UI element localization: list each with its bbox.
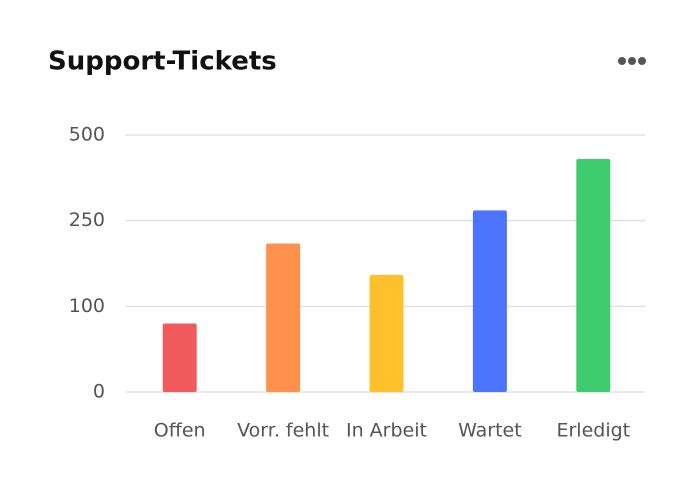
y-tick-label: 500 <box>69 124 105 146</box>
bar <box>576 158 611 392</box>
x-tick-label: In Arbeit <box>346 420 427 442</box>
bar <box>369 274 404 392</box>
x-tick-label: Offen <box>154 420 206 442</box>
x-tick-label: Erledigt <box>556 420 630 442</box>
more-menu[interactable] <box>618 57 646 65</box>
x-tick-label: Wartet <box>458 420 522 442</box>
bar <box>472 210 507 392</box>
chart-title: Support-Tickets <box>48 47 277 77</box>
bar <box>266 243 301 392</box>
y-tick-label: 100 <box>69 295 105 317</box>
y-tick-label: 250 <box>69 209 105 231</box>
y-tick-label: 0 <box>93 381 105 403</box>
bar <box>162 323 197 392</box>
x-tick-label: Vorr. fehlt <box>237 420 329 442</box>
